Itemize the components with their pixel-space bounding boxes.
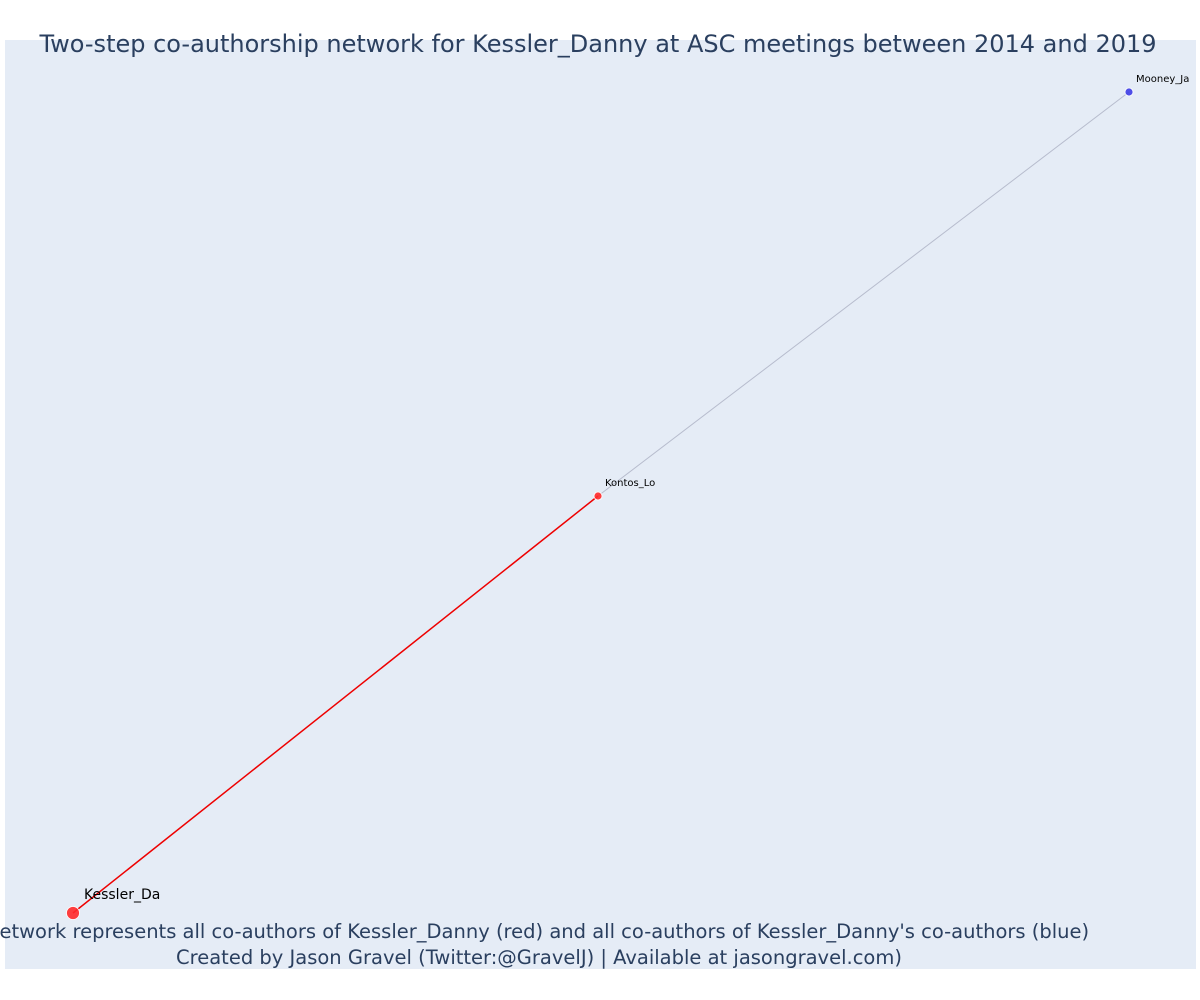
edge-kessler-kontos: [72, 495, 599, 914]
node-label-kessler: Kessler_Da: [84, 887, 160, 903]
plot-background: [5, 40, 1196, 969]
caption-line-2: Created by Jason Gravel (Twitter:@Gravel…: [176, 946, 902, 969]
node-kessler[interactable]: [66, 906, 80, 920]
edges-layer: [72, 91, 1130, 914]
edge-kontos-mooney: [597, 91, 1130, 497]
node-kontos[interactable]: [593, 491, 603, 501]
node-mooney[interactable]: [1124, 87, 1134, 97]
node-label-kontos: Kontos_Lo: [605, 478, 655, 489]
nodes-layer: Kessler_Da Kontos_Lo Mooney_Ja: [66, 74, 1189, 920]
caption-line-1: Network represents all co-authors of Kes…: [0, 920, 1089, 943]
node-label-mooney: Mooney_Ja: [1136, 74, 1189, 85]
diagram-title: Two-step co-authorship network for Kessl…: [38, 30, 1156, 58]
